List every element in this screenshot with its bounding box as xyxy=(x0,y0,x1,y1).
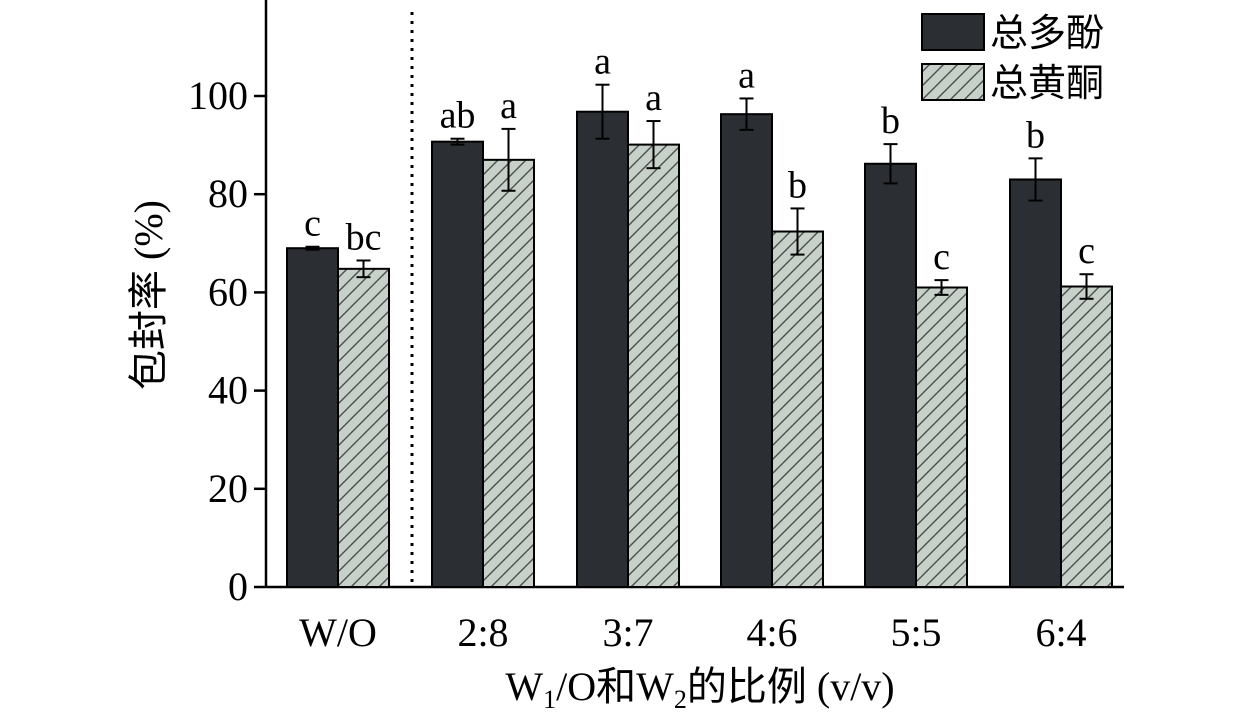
error-bar-polyphenols-4-6 xyxy=(739,97,754,131)
significance-letter-polyphenols-w-o: c xyxy=(304,203,321,245)
y-tick-label: 0 xyxy=(228,564,248,609)
x-axis-title: W1/O和W2的比例 (v/v) xyxy=(505,664,894,714)
y-axis-title: 包封率 (%) xyxy=(126,200,171,390)
bar-polyphenols-5-5 xyxy=(864,162,917,588)
error-bar-polyphenols-2-8 xyxy=(450,137,465,146)
error-bar-flavonoids-4-6 xyxy=(790,207,805,256)
bar-polyphenols-3-7 xyxy=(576,110,629,588)
legend: 总多酚 总黄酮 xyxy=(921,13,1104,105)
significance-letter-polyphenols-2-8: ab xyxy=(440,95,476,137)
x-category-label-3-7: 3:7 xyxy=(602,610,653,655)
y-tick-label: 60 xyxy=(208,269,248,314)
bar-flavonoids-3-7 xyxy=(627,143,680,588)
x-axis-title-subscript-2: 2 xyxy=(674,685,687,714)
legend-label-polyphenols: 总多酚 xyxy=(990,13,1104,55)
x-category-label-2-8: 2:8 xyxy=(457,610,508,655)
bar-flavonoids-5-5 xyxy=(915,286,968,588)
error-bar-flavonoids-6-4 xyxy=(1079,273,1094,300)
significance-letter-flavonoids-3-7: a xyxy=(645,77,662,119)
legend-label-flavonoids: 总黄酮 xyxy=(990,63,1104,105)
x-axis-title-subscript-1: 1 xyxy=(543,685,556,714)
error-bar-polyphenols-5-5 xyxy=(883,143,898,185)
significance-letter-polyphenols-5-5: b xyxy=(881,100,900,142)
legend-swatch-flavonoids xyxy=(921,63,985,101)
bar-polyphenols-w-o xyxy=(286,247,339,589)
bar-polyphenols-6-4 xyxy=(1009,178,1062,588)
significance-letter-polyphenols-6-4: b xyxy=(1026,114,1045,156)
bars xyxy=(286,110,1113,589)
significance-letter-flavonoids-6-4: c xyxy=(1078,230,1095,272)
significance-letter-flavonoids-5-5: c xyxy=(933,236,950,278)
error-bar-polyphenols-3-7 xyxy=(595,83,610,140)
y-tick-label: 80 xyxy=(208,171,248,216)
bar-flavonoids-6-4 xyxy=(1060,285,1113,588)
bar-polyphenols-4-6 xyxy=(720,113,773,589)
error-bars xyxy=(305,83,1094,300)
y-axis-ticks: 0 20 40 60 80 100 xyxy=(188,73,266,609)
significance-letter-flavonoids-2-8: a xyxy=(500,85,517,127)
error-bar-flavonoids-w-o xyxy=(356,259,371,279)
bar-flavonoids-w-o xyxy=(337,267,390,588)
legend-swatch-polyphenols xyxy=(921,13,985,51)
error-bar-flavonoids-3-7 xyxy=(646,120,661,170)
y-tick-label: 40 xyxy=(208,368,248,413)
x-category-label-5-5: 5:5 xyxy=(890,610,941,655)
y-tick-label: 20 xyxy=(208,466,248,511)
bar-polyphenols-2-8 xyxy=(431,140,484,588)
significance-letter-polyphenols-4-6: a xyxy=(738,54,755,96)
y-tick-label: 100 xyxy=(188,73,248,118)
significance-letter-polyphenols-3-7: a xyxy=(594,41,611,83)
bar-flavonoids-4-6 xyxy=(771,230,824,589)
x-axis-categories: W/O 2:8 3:7 4:6 5:5 6:4 xyxy=(299,610,1086,655)
error-bar-polyphenols-6-4 xyxy=(1028,157,1043,202)
error-bar-flavonoids-2-8 xyxy=(501,127,516,192)
error-bar-flavonoids-5-5 xyxy=(934,279,949,296)
significance-letter-flavonoids-4-6: b xyxy=(788,164,807,206)
x-category-label-6-4: 6:4 xyxy=(1035,610,1086,655)
significance-letter-flavonoids-w-o: bc xyxy=(346,216,382,258)
error-bar-polyphenols-w-o xyxy=(305,245,320,251)
bar-flavonoids-2-8 xyxy=(482,158,535,589)
x-category-label-4-6: 4:6 xyxy=(746,610,797,655)
x-category-label-w-o: W/O xyxy=(299,610,377,655)
